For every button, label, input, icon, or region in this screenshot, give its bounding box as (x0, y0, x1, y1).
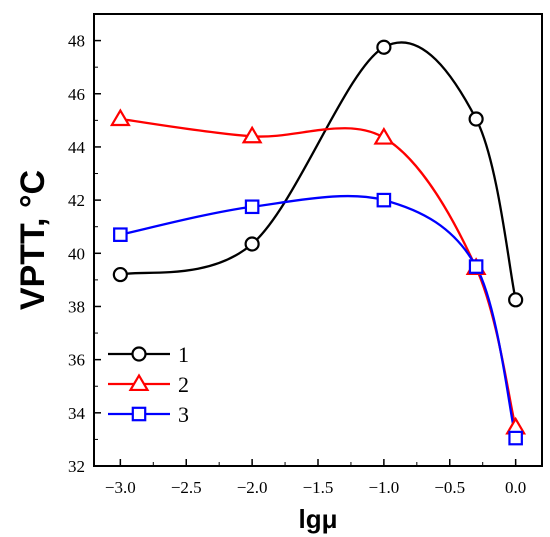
legend-label-1: 1 (178, 342, 189, 367)
series-1-point (468, 111, 484, 127)
y-axis: 32 34 36 38 40 42 44 46 48 (68, 13, 101, 476)
y-tick-label: 48 (68, 32, 85, 51)
series-3-point (508, 430, 523, 446)
y-tick-label: 44 (68, 138, 86, 157)
x-tick-label: −2.0 (237, 478, 268, 497)
y-tick-label: 36 (68, 351, 85, 370)
y-tick-label: 38 (68, 297, 85, 316)
x-tick-label: −3.0 (105, 478, 136, 497)
legend-label-2: 2 (178, 372, 189, 397)
x-tick-label: −1.5 (303, 478, 334, 497)
y-axis-label: VPTT, °C (14, 170, 52, 310)
x-axis: −3.0 −2.5 −2.0 −1.5 −1.0 −0.5 0.0 (105, 459, 526, 497)
series-3-point (113, 227, 128, 242)
series-1-line (120, 41, 517, 301)
legend-marker-3 (131, 406, 147, 422)
series-markers (109, 39, 527, 446)
x-tick-label: −1.0 (368, 478, 399, 497)
x-tick-label: −2.5 (171, 478, 202, 497)
legend: 1 2 3 (108, 342, 189, 427)
y-tick-label: 32 (68, 457, 85, 476)
series-1-point (244, 236, 260, 252)
x-tick-label: 0.0 (505, 478, 526, 497)
series-1-point (112, 266, 128, 283)
series-2-point (109, 108, 131, 127)
y-tick-label: 46 (68, 85, 85, 104)
y-tick-label: 42 (68, 191, 85, 210)
series-3-point (244, 199, 260, 215)
series-1-point (508, 292, 524, 308)
legend-marker-2 (128, 373, 150, 392)
series-3-point (376, 192, 392, 208)
x-axis-label: lgμ (298, 504, 337, 534)
plot-frame (93, 13, 543, 467)
legend-marker-1 (131, 346, 147, 362)
y-tick-label: 40 (68, 244, 85, 263)
y-tick-label: 34 (68, 404, 86, 423)
x-tick-label: −0.5 (434, 478, 465, 497)
legend-label-3: 3 (178, 402, 189, 427)
series-3-point (468, 259, 484, 274)
series-2-point (241, 125, 263, 144)
series-2-point (373, 126, 395, 145)
series-1-point (376, 39, 392, 55)
